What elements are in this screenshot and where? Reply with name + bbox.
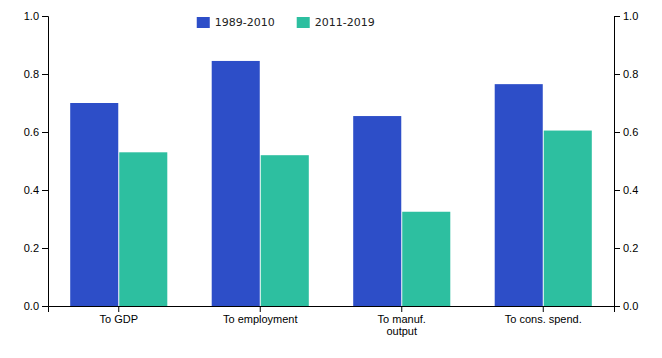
y2-tick: 0.0 <box>614 300 638 312</box>
plot: 0.0 0.2 0.4 0.6 0.8 1.0 0.0 0.2 0.4 0.6 0.8 1.0 To G… <box>24 10 639 337</box>
tick-mark <box>401 306 402 312</box>
tick-label: 0.0 <box>24 300 39 312</box>
bar <box>261 155 309 306</box>
y2-axis: 0.0 0.2 0.4 0.6 0.8 1.0 <box>614 10 638 312</box>
tick-label: To cons. spend. <box>505 313 582 325</box>
legend-swatch <box>197 17 210 28</box>
bar <box>495 84 543 306</box>
x-tick: To employment <box>223 306 298 325</box>
tick-label: 0.6 <box>623 126 638 138</box>
tick-label: 1.0 <box>24 10 39 22</box>
tick-label: 0.8 <box>623 68 638 80</box>
y-axis: 0.0 0.2 0.4 0.6 0.8 1.0 <box>24 10 49 312</box>
y2-tick: 1.0 <box>614 10 638 22</box>
y2-tick: 0.6 <box>614 126 638 138</box>
tick-mark <box>614 190 620 191</box>
tick-mark <box>543 306 544 312</box>
x-axis: To GDP To employment To manuf.output To con… <box>49 306 615 337</box>
tick-label: 0.2 <box>623 242 638 254</box>
bar <box>353 116 401 306</box>
y-tick: 0.4 <box>24 184 48 196</box>
series <box>119 131 592 306</box>
legend-swatch <box>297 17 310 28</box>
x-tick: To manuf.output <box>378 306 426 337</box>
axis-line <box>42 17 49 307</box>
tick-label: 0.8 <box>24 68 39 80</box>
tick-mark <box>614 248 620 249</box>
tick-label: To employment <box>223 313 298 325</box>
bar <box>119 152 167 306</box>
tick-label: 1.0 <box>623 10 638 22</box>
series <box>70 61 543 306</box>
legend: 1989-2010 2011-2019 <box>197 16 375 29</box>
bar <box>544 131 592 306</box>
tick-label: To GDP <box>99 313 138 325</box>
tick-mark <box>42 306 48 307</box>
tick-mark <box>42 190 48 191</box>
y2-tick: 0.8 <box>614 68 638 80</box>
y-tick: 0.0 <box>24 300 48 312</box>
legend-label: 2011-2019 <box>315 16 375 29</box>
bar <box>402 212 450 306</box>
tick-mark <box>614 74 620 75</box>
x-tick: To cons. spend. <box>505 306 582 325</box>
tick-label: 0.0 <box>623 300 638 312</box>
chart: 0.0 0.2 0.4 0.6 0.8 1.0 0.0 0.2 0.4 0.6 0.8 1.0 To G… <box>0 0 662 358</box>
axis-line <box>615 17 621 307</box>
tick-mark <box>614 132 620 133</box>
bar <box>70 103 118 306</box>
x-tick: To GDP <box>99 306 138 325</box>
tick-mark <box>118 306 119 312</box>
tick-label: 0.4 <box>623 184 638 196</box>
legend-item: 1989-2010 <box>197 16 275 29</box>
tick-label: To manuf.output <box>378 313 426 338</box>
axis-line <box>49 307 615 313</box>
tick-mark <box>260 306 261 312</box>
tick-mark <box>42 132 48 133</box>
bar <box>212 61 260 306</box>
bars <box>70 61 592 306</box>
y2-tick: 0.4 <box>614 184 638 196</box>
tick-label: 0.2 <box>24 242 39 254</box>
tick-label: 0.4 <box>24 184 39 196</box>
tick-mark <box>614 16 620 17</box>
y-tick: 0.2 <box>24 242 48 254</box>
y-tick: 0.8 <box>24 68 48 80</box>
tick-mark <box>42 16 48 17</box>
y-tick: 1.0 <box>24 10 48 22</box>
legend-item: 2011-2019 <box>297 16 375 29</box>
y2-tick: 0.2 <box>614 242 638 254</box>
tick-mark <box>42 248 48 249</box>
tick-label: 0.6 <box>24 126 39 138</box>
y-tick: 0.6 <box>24 126 48 138</box>
legend-label: 1989-2010 <box>215 16 275 29</box>
tick-mark <box>42 74 48 75</box>
